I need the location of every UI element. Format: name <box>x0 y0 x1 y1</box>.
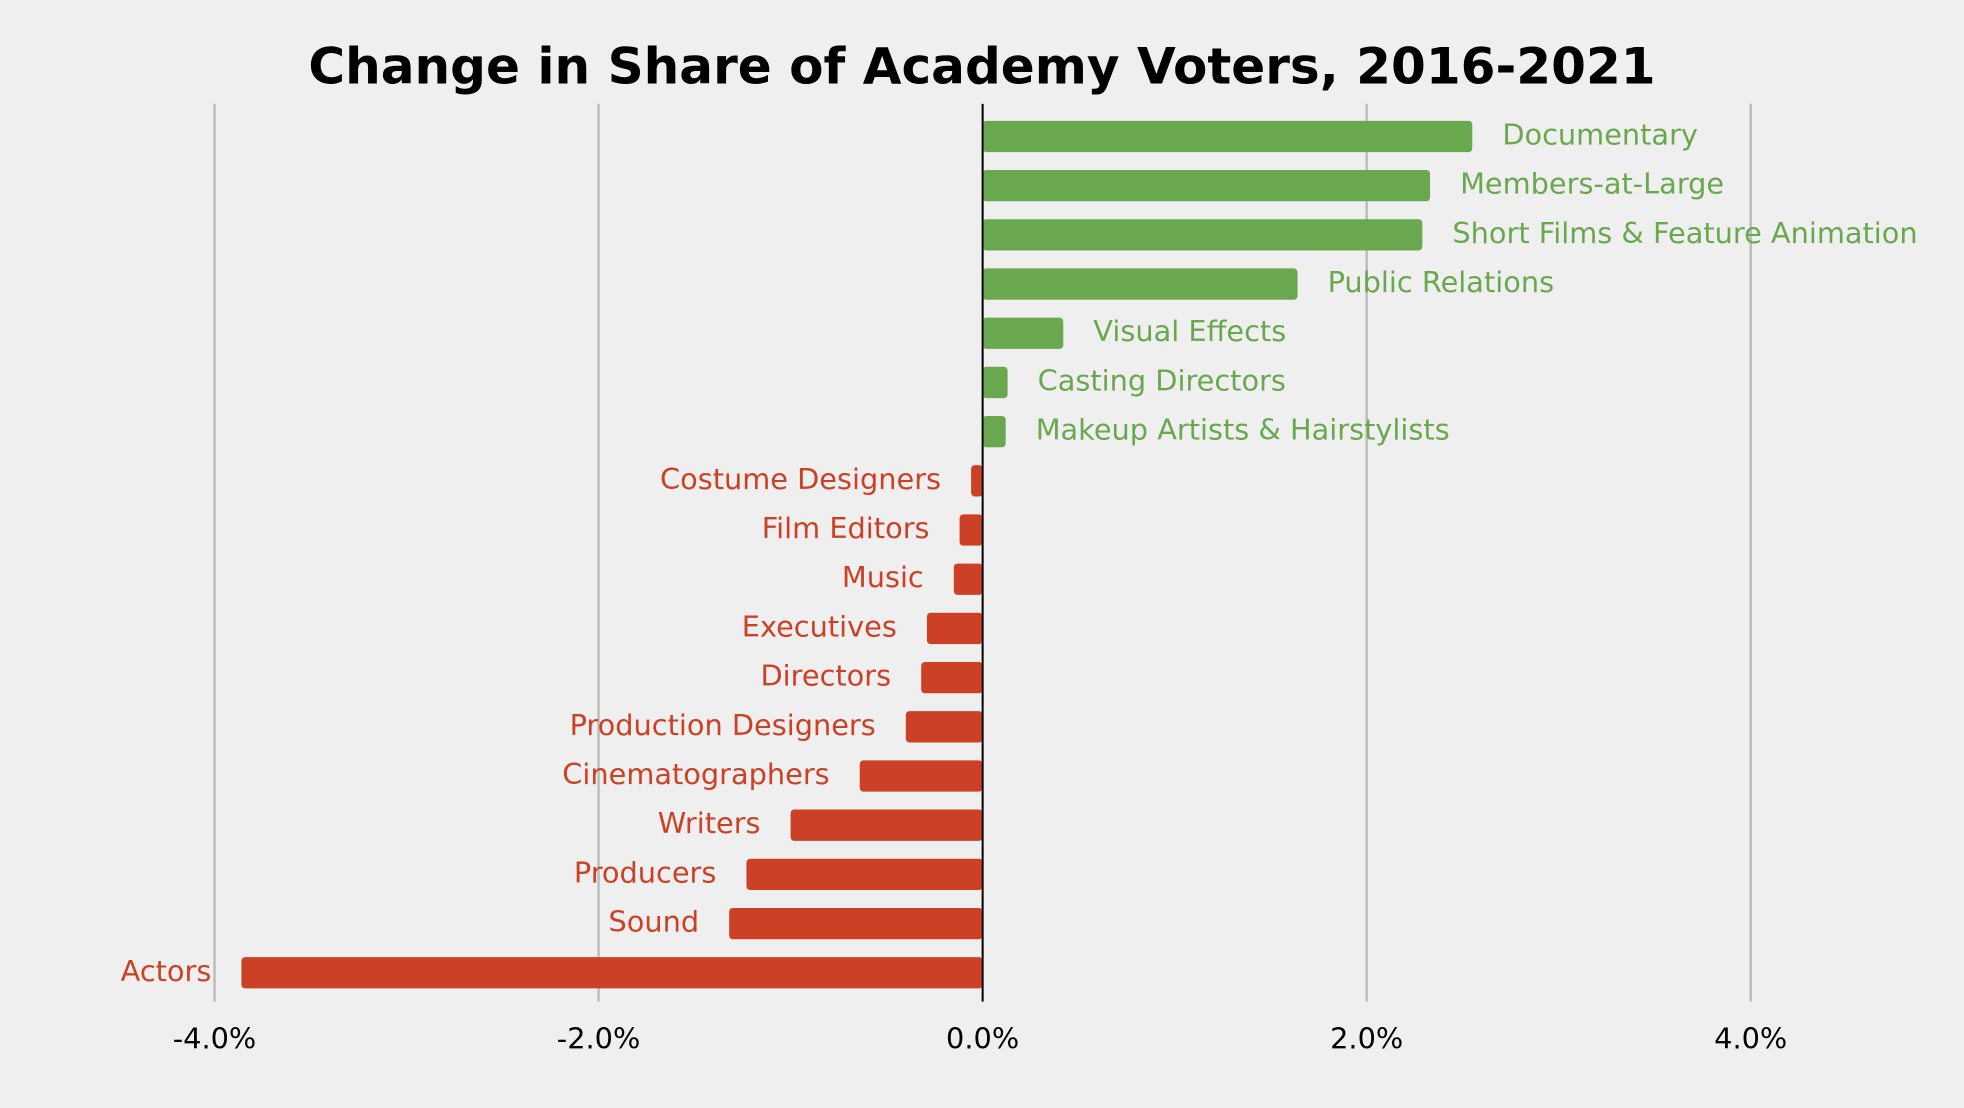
category-label: Writers <box>658 806 761 840</box>
category-label: Makeup Artists & Hairstylists <box>1036 413 1450 447</box>
bar <box>746 858 983 891</box>
category-label: Sound <box>608 905 699 939</box>
category-label: Cinematographers <box>562 757 829 791</box>
category-label: Visual Effects <box>1093 314 1286 348</box>
bar <box>982 366 1008 399</box>
x-tick-label: -2.0% <box>557 1021 641 1055</box>
bar <box>241 957 983 989</box>
category-label: Short Films & Feature Animation <box>1452 216 1917 250</box>
bar <box>982 415 1006 448</box>
x-tick-label: 0.0% <box>946 1021 1019 1055</box>
bar <box>982 170 1431 202</box>
bar <box>982 317 1064 349</box>
bar <box>982 120 1473 153</box>
bar <box>905 711 983 743</box>
category-label: Actors <box>121 954 212 988</box>
bar <box>921 661 983 694</box>
bar <box>959 514 983 546</box>
category-label: Directors <box>761 659 892 693</box>
category-label: Costume Designers <box>660 462 941 496</box>
category-label: Film Editors <box>762 511 930 545</box>
category-label: Music <box>842 560 924 594</box>
bar <box>971 465 983 497</box>
category-label: Casting Directors <box>1038 363 1286 397</box>
bar <box>729 907 983 940</box>
bar <box>982 268 1298 300</box>
bar <box>790 809 983 841</box>
category-label: Documentary <box>1502 117 1698 151</box>
chart-title: Change in Share of Academy Voters, 2016-… <box>308 38 1655 96</box>
bar <box>953 563 983 595</box>
category-label: Executives <box>742 609 897 643</box>
category-label: Production Designers <box>570 708 876 742</box>
category-label: Public Relations <box>1328 265 1555 299</box>
category-label: Producers <box>574 855 717 889</box>
bar <box>926 612 983 645</box>
bar <box>859 760 983 792</box>
bar <box>982 219 1423 251</box>
x-tick-label: 4.0% <box>1714 1021 1787 1055</box>
category-label: Members-at-Large <box>1460 167 1724 201</box>
x-tick-label: 2.0% <box>1330 1021 1403 1055</box>
x-tick-label: -4.0% <box>173 1021 257 1055</box>
